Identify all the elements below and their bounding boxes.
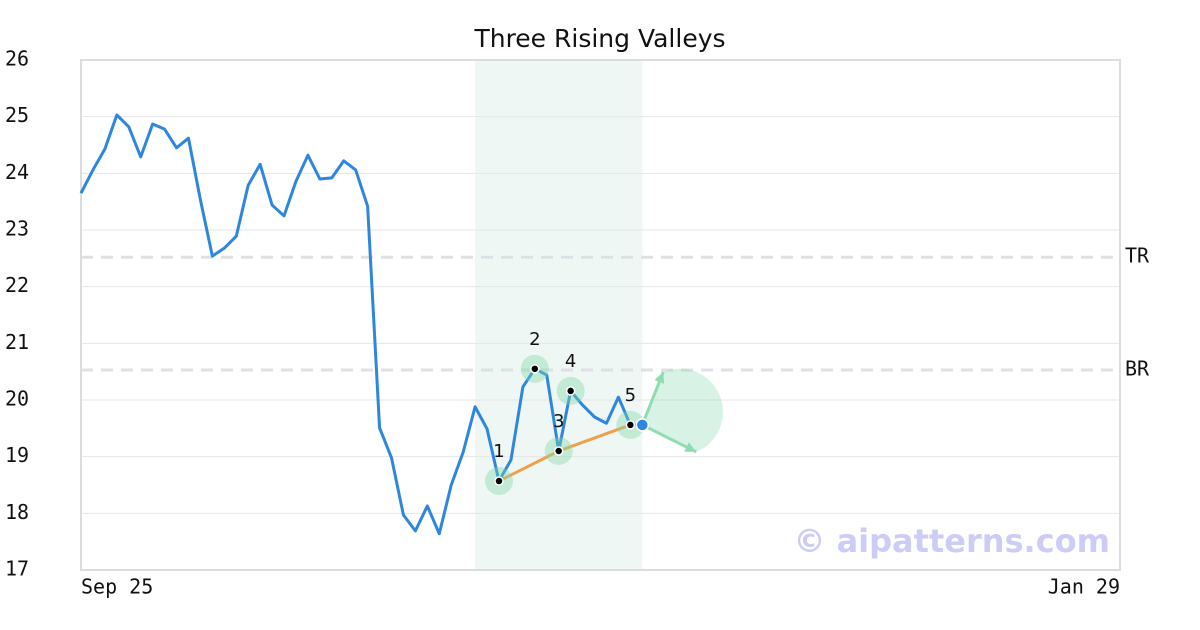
x-tick-label: Sep 25 xyxy=(81,575,153,599)
y-tick-label: 26 xyxy=(5,47,29,71)
y-tick-label: 20 xyxy=(5,387,29,411)
x-tick-label: Jan 29 xyxy=(1048,575,1120,599)
level-label: BR xyxy=(1125,356,1150,380)
pattern-label: 2 xyxy=(529,329,540,350)
y-tick-label: 19 xyxy=(5,443,29,467)
pattern-point xyxy=(625,420,636,430)
y-tick-label: 17 xyxy=(5,557,29,581)
arrow-head xyxy=(684,442,697,452)
last-point xyxy=(635,418,650,432)
projection-wedge xyxy=(642,368,724,452)
series-line xyxy=(79,113,643,536)
y-tick-label: 23 xyxy=(5,217,29,241)
plot-frame xyxy=(80,59,1121,571)
y-tick-label: 18 xyxy=(5,500,29,524)
pattern-point xyxy=(553,446,564,456)
pattern-label: 5 xyxy=(625,385,636,406)
y-tick-label: 24 xyxy=(5,160,29,184)
pattern-point xyxy=(530,364,540,374)
highlight-region xyxy=(475,60,643,570)
chart-title: Three Rising Valleys xyxy=(473,24,725,53)
watermark: © aipatterns.com xyxy=(793,522,1110,560)
pattern-label: 3 xyxy=(553,411,564,432)
y-tick-label: 22 xyxy=(5,273,29,297)
level-label: TR xyxy=(1125,244,1150,268)
arrow-head xyxy=(654,371,665,384)
pattern-label: 1 xyxy=(493,441,504,462)
pattern-label: 4 xyxy=(565,351,576,372)
pattern-point xyxy=(494,476,504,486)
pattern-point xyxy=(565,386,576,396)
y-tick-label: 25 xyxy=(5,103,29,127)
y-tick-label: 21 xyxy=(5,330,29,354)
